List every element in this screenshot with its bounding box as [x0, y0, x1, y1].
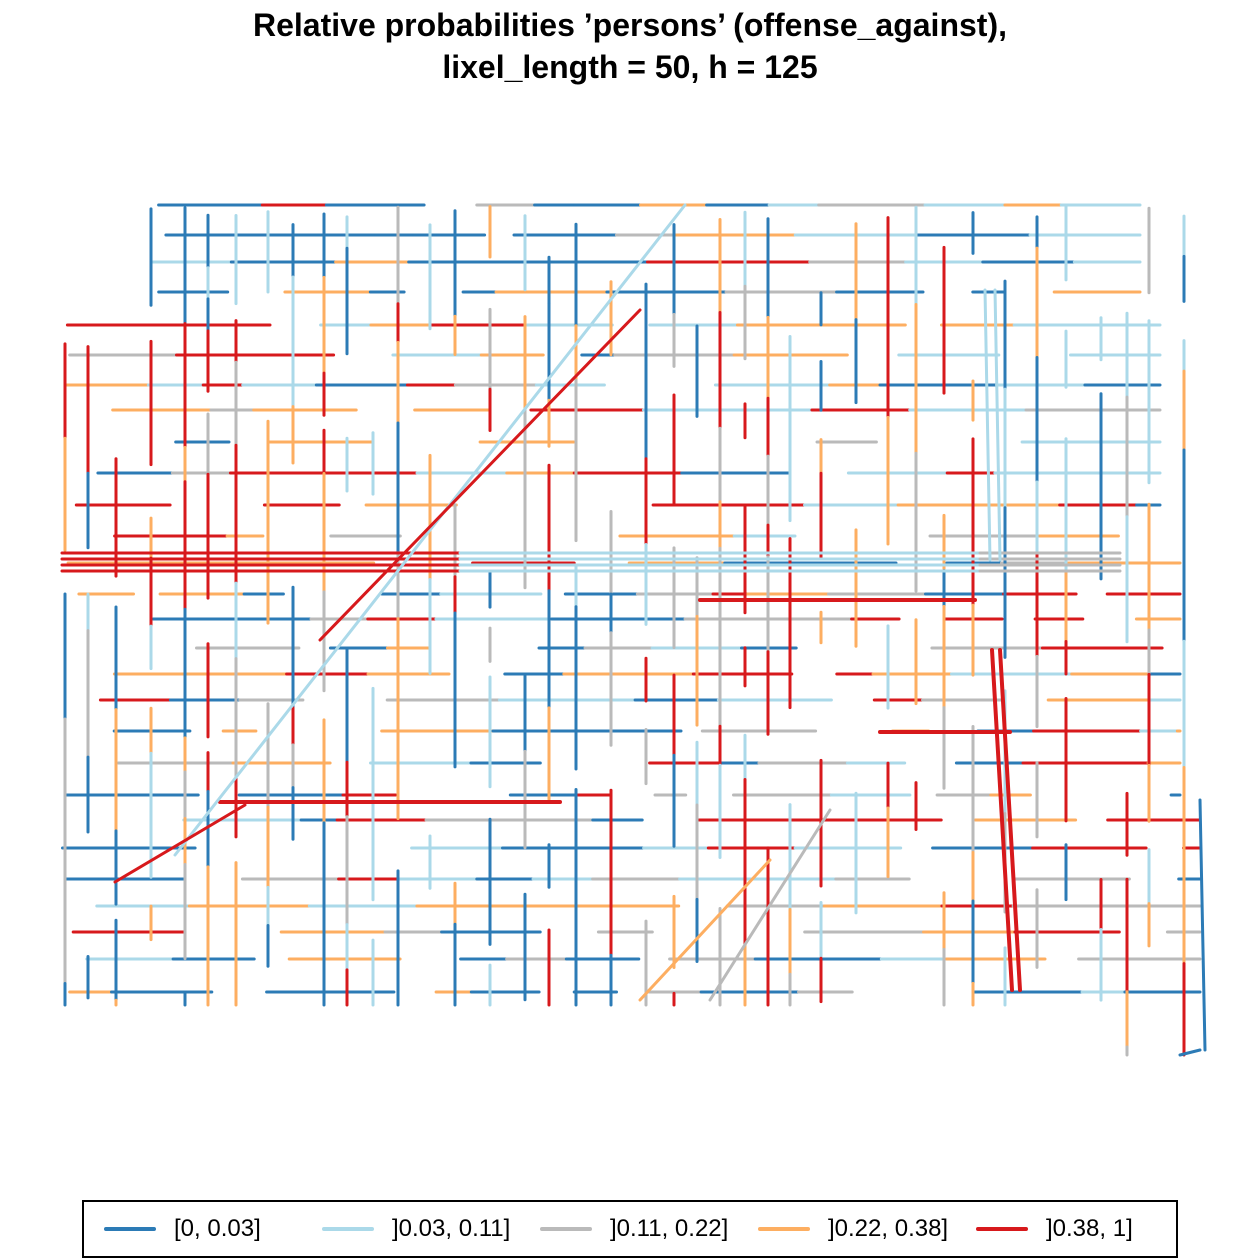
legend-label-class-4: ]0.22, 0.38]	[828, 1215, 949, 1242]
legend-swatch-class-5	[976, 1227, 1028, 1231]
legend: [0, 0.03] ]0.03, 0.11] ]0.11, 0.22] ]0.2…	[82, 1200, 1178, 1258]
legend-item-class-3: ]0.11, 0.22]	[540, 1202, 728, 1256]
legend-label-class-2: ]0.03, 0.11]	[392, 1215, 511, 1242]
legend-label-class-3: ]0.11, 0.22]	[610, 1215, 729, 1242]
title-line-1: Relative probabilities ’persons’ (offens…	[253, 7, 1007, 43]
street-segment	[983, 288, 992, 562]
street-segment	[708, 808, 832, 1002]
legend-item-class-5: ]0.38, 1]	[976, 1202, 1133, 1256]
legend-swatch-class-4	[758, 1227, 810, 1231]
legend-swatch-class-2	[322, 1227, 374, 1231]
legend-item-class-2: ]0.03, 0.11]	[322, 1202, 510, 1256]
title-line-2: lixel_length = 50, h = 125	[442, 49, 818, 85]
street-segment	[998, 648, 1022, 992]
legend-label-class-5: ]0.38, 1]	[1046, 1215, 1133, 1242]
street-segment	[1198, 798, 1207, 1052]
street-segment	[993, 288, 1002, 562]
legend-swatch-class-1	[104, 1227, 156, 1231]
legend-label-class-1: [0, 0.03]	[174, 1215, 261, 1242]
street-segment	[173, 203, 687, 857]
map-title: Relative probabilities ’persons’ (offens…	[0, 0, 1260, 88]
street-segment	[990, 648, 1014, 992]
street-segment	[113, 803, 247, 884]
street-segment	[318, 308, 642, 642]
legend-swatch-class-3	[540, 1227, 592, 1231]
legend-item-class-1: [0, 0.03]	[104, 1202, 261, 1256]
legend-item-class-4: ]0.22, 0.38]	[758, 1202, 948, 1256]
street-segment	[638, 858, 772, 1002]
street-segments	[60, 203, 1207, 1057]
street-segment	[1178, 1048, 1202, 1057]
